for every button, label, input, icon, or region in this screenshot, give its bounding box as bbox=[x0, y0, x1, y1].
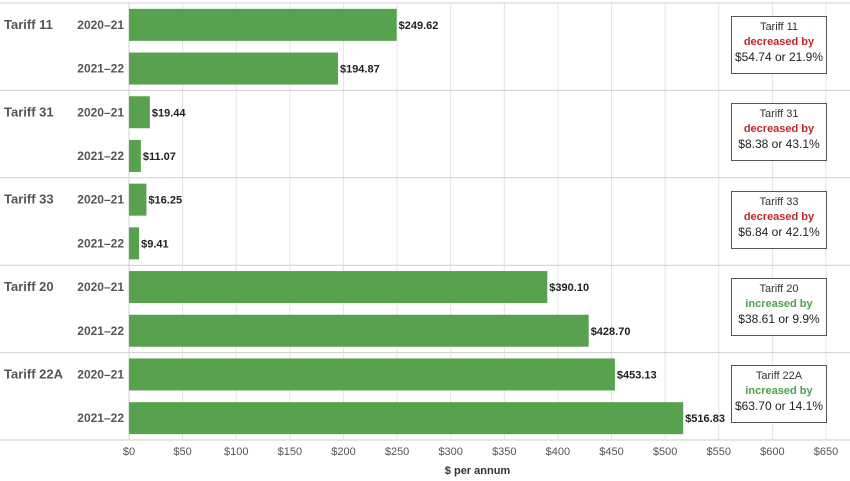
bar bbox=[129, 183, 147, 216]
bar bbox=[129, 52, 338, 85]
x-tick-label: $150 bbox=[278, 446, 302, 458]
x-tick-label: $100 bbox=[224, 446, 248, 458]
change-note: Tariff 11 decreased by $54.74 or 21.9% bbox=[731, 15, 827, 74]
bar bbox=[129, 402, 684, 435]
note-title: Tariff 33 bbox=[759, 195, 799, 208]
note-change: decreased by bbox=[743, 210, 815, 223]
change-note: Tariff 20 increased by $38.61 or 9.9% bbox=[731, 277, 827, 336]
bar-value-label: $390.10 bbox=[549, 282, 589, 294]
bar bbox=[129, 227, 140, 260]
x-tick-label: $650 bbox=[814, 446, 838, 458]
x-tick-label: $550 bbox=[707, 446, 731, 458]
x-tick-label: $50 bbox=[173, 446, 191, 458]
year-label: 2020–21 bbox=[77, 18, 124, 32]
year-label: 2021–22 bbox=[77, 149, 124, 163]
note-amount: $8.38 or 43.1% bbox=[738, 137, 820, 152]
bar-value-label: $194.87 bbox=[340, 64, 380, 76]
note-title: Tariff 11 bbox=[759, 20, 799, 33]
x-tick-label: $450 bbox=[599, 446, 623, 458]
x-tick-label: $250 bbox=[385, 446, 409, 458]
note-amount: $54.74 or 21.9% bbox=[734, 49, 824, 64]
note-title: Tariff 22A bbox=[755, 370, 803, 383]
note-change: decreased by bbox=[743, 123, 815, 136]
year-label: 2021–22 bbox=[77, 324, 124, 338]
note-title: Tariff 31 bbox=[759, 108, 799, 121]
bar bbox=[129, 314, 589, 347]
change-note: Tariff 31 decreased by $8.38 or 43.1% bbox=[731, 103, 827, 162]
bar-value-label: $249.62 bbox=[399, 20, 439, 32]
year-label: 2021–22 bbox=[77, 411, 124, 425]
bar-value-label: $11.07 bbox=[143, 151, 176, 163]
bar bbox=[129, 271, 548, 304]
note-amount: $6.84 or 42.1% bbox=[738, 224, 820, 239]
note-amount: $63.70 or 14.1% bbox=[734, 399, 824, 414]
note-change: increased by bbox=[745, 385, 813, 398]
tariff-label: Tariff 20 bbox=[4, 279, 54, 294]
x-axis-title: $ per annum bbox=[445, 465, 511, 477]
note-change: decreased by bbox=[743, 35, 815, 48]
x-tick-label: $300 bbox=[438, 446, 462, 458]
x-tick-label: $400 bbox=[546, 446, 570, 458]
tariff-label: Tariff 31 bbox=[4, 104, 54, 119]
x-tick-label: $500 bbox=[653, 446, 677, 458]
year-label: 2021–22 bbox=[77, 62, 124, 76]
x-tick-label: $350 bbox=[492, 446, 516, 458]
tariff-label: Tariff 33 bbox=[4, 192, 54, 207]
bar-value-label: $16.25 bbox=[148, 195, 182, 207]
bar-value-label: $9.41 bbox=[141, 238, 169, 250]
tariff-label: Tariff 22A bbox=[4, 366, 64, 381]
year-label: 2020–21 bbox=[77, 367, 124, 381]
bar-value-label: $19.44 bbox=[152, 107, 187, 119]
year-label: 2020–21 bbox=[77, 105, 124, 119]
bar bbox=[129, 358, 615, 391]
year-label: 2020–21 bbox=[77, 280, 124, 294]
bar-value-label: $453.13 bbox=[617, 369, 657, 381]
bar-value-label: $428.70 bbox=[591, 326, 631, 338]
note-amount: $38.61 or 9.9% bbox=[738, 311, 820, 326]
x-tick-label: $200 bbox=[331, 446, 355, 458]
note-change: increased by bbox=[745, 297, 813, 310]
bar bbox=[129, 139, 141, 172]
bar-value-label: $516.83 bbox=[685, 413, 725, 425]
x-tick-label: $600 bbox=[760, 446, 784, 458]
change-note: Tariff 33 decreased by $6.84 or 42.1% bbox=[731, 190, 827, 249]
year-label: 2021–22 bbox=[77, 236, 124, 250]
x-tick-label: $0 bbox=[123, 446, 135, 458]
tariff-label: Tariff 11 bbox=[4, 17, 53, 32]
bar bbox=[129, 8, 397, 41]
bar bbox=[129, 96, 150, 129]
note-title: Tariff 20 bbox=[759, 282, 799, 295]
change-note: Tariff 22A increased by $63.70 or 14.1% bbox=[731, 365, 827, 424]
year-label: 2020–21 bbox=[77, 193, 124, 207]
